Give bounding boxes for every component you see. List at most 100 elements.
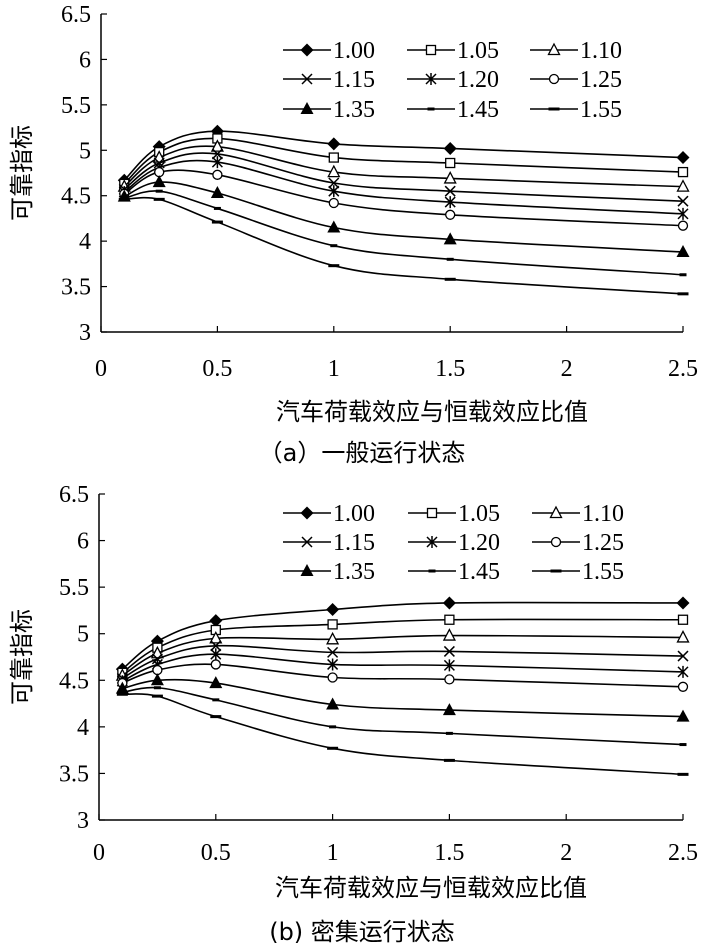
data-point-b-1.45: [445, 731, 453, 735]
data-point-b-1.00: [442, 596, 456, 610]
data-point-a-1.55: [118, 197, 130, 201]
data-point-a-1.35: [676, 245, 690, 258]
legend-label-a-1.05: 1.05: [457, 38, 499, 64]
data-point-b-1.15: [210, 640, 222, 652]
data-point-a-1.10: [210, 139, 224, 152]
data-point-a-1.05: [677, 166, 689, 178]
data-point-b-1.55: [210, 715, 222, 719]
legend-marker-a-1.15: [301, 73, 313, 85]
data-point-a-1.55: [444, 277, 456, 281]
legend-label-b-1.10: 1.10: [582, 501, 624, 527]
y-tick-label-a: 6: [79, 47, 91, 73]
data-point-b-1.25: [677, 681, 689, 692]
y-tick-label-a: 4.5: [61, 184, 91, 210]
legend-marker-a-1.00: [300, 43, 314, 57]
data-point-b-1.35: [209, 676, 223, 689]
x-axis-label-b: 汽车荷载效应与恒载效应比值: [275, 874, 587, 902]
data-point-a-1.55: [677, 292, 689, 296]
legend-label-b-1.20: 1.20: [458, 530, 500, 556]
data-point-b-1.45: [329, 725, 337, 729]
legend-marker-b-1.15: [301, 536, 313, 548]
series-line-a-1.35: [123, 181, 684, 253]
data-point-a-1.35: [210, 185, 224, 198]
legend-label-a-1.25: 1.25: [580, 67, 622, 93]
data-point-a-1.45: [446, 257, 454, 261]
x-tick-label-a: 0: [95, 356, 107, 382]
data-point-b-1.10: [326, 631, 340, 645]
data-point-a-1.00: [327, 137, 341, 151]
data-point-a-1.15: [444, 185, 456, 197]
data-point-b-1.15: [443, 645, 455, 657]
y-tick-label-b: 6.5: [59, 482, 89, 508]
legend-marker-b-1.20: [426, 536, 438, 548]
data-point-b-1.15: [677, 650, 689, 662]
data-point-a-1.05: [445, 157, 456, 169]
legend-marker-b-1.35: [300, 564, 314, 576]
y-axis-label-b: 可靠指标: [8, 609, 36, 705]
data-point-b-1.20: [677, 665, 689, 678]
data-point-b-1.25: [210, 659, 221, 670]
data-point-b-1.25: [327, 672, 338, 683]
legend-marker-a-1.10: [547, 42, 561, 56]
data-point-a-1.35: [152, 175, 166, 188]
series-line-b-1.25: [122, 663, 684, 688]
series-line-b-1.20: [122, 653, 684, 682]
x-tick-label-a: 0.5: [202, 356, 232, 382]
legend-marker-b-1.05: [426, 507, 438, 519]
legend-marker-a-1.45: [427, 107, 435, 111]
data-point-b-1.25: [444, 674, 455, 685]
data-point-b-1.20: [210, 648, 222, 661]
data-point-b-1.20: [327, 658, 339, 671]
legend-marker-b-1.00: [300, 506, 314, 520]
series-line-b-1.15: [121, 644, 684, 680]
data-point-b-1.00: [209, 614, 223, 628]
y-tick-label-b: 5: [77, 622, 89, 648]
data-point-a-1.05: [328, 152, 339, 163]
data-point-b-1.35: [150, 673, 164, 686]
data-point-b-1.35: [326, 697, 340, 710]
x-tick-label-a: 1.5: [435, 356, 465, 382]
x-tick-label-a: 1: [328, 356, 340, 382]
legend-label-a-1.15: 1.15: [333, 67, 375, 93]
x-tick-label-b: 2.5: [668, 840, 698, 866]
y-tick-label-b: 4: [77, 715, 89, 741]
y-tick-label-a: 5: [79, 138, 91, 164]
series-line-a-1.45: [124, 190, 684, 276]
y-tick-label-a: 5.5: [61, 93, 91, 119]
legend-label-a-1.45: 1.45: [457, 97, 499, 123]
legend-marker-a-1.35: [300, 102, 314, 114]
data-point-a-1.15: [677, 195, 689, 207]
data-point-a-1.20: [677, 207, 689, 220]
legend-label-a-1.20: 1.20: [457, 67, 499, 93]
legend-label-a-1.00: 1.00: [333, 38, 375, 64]
data-point-a-1.20: [211, 156, 223, 169]
data-point-a-1.25: [328, 197, 339, 209]
legend-label-b-1.05: 1.05: [458, 501, 500, 527]
data-point-b-1.55: [677, 772, 689, 776]
x-tick-label-b: 1.5: [434, 840, 464, 866]
data-point-b-1.05: [677, 614, 689, 625]
data-point-a-1.00: [676, 151, 690, 165]
data-point-a-1.10: [676, 179, 690, 192]
data-point-b-1.00: [676, 596, 690, 610]
data-point-b-1.05: [444, 614, 455, 625]
legend-label-a-1.55: 1.55: [580, 97, 622, 123]
caption-b: (b) 密集运行状态: [269, 918, 455, 946]
data-point-a-1.20: [444, 196, 456, 209]
data-point-b-1.35: [676, 709, 690, 722]
data-point-b-1.55: [151, 694, 163, 698]
data-point-b-1.45: [679, 743, 687, 747]
data-point-b-1.35: [115, 681, 129, 694]
data-point-b-1.45: [153, 686, 161, 690]
data-point-a-1.25: [212, 169, 223, 180]
y-tick-label-a: 4: [79, 229, 91, 255]
legend-marker-b-1.25: [550, 536, 562, 548]
data-point-b-1.55: [116, 692, 128, 696]
data-point-b-1.20: [443, 659, 455, 672]
y-tick-label-a: 3: [79, 320, 91, 346]
legend-label-a-1.10: 1.10: [580, 38, 622, 64]
data-point-b-1.45: [118, 690, 126, 694]
data-point-b-1.25: [152, 664, 163, 676]
legend-label-b-1.00: 1.00: [333, 501, 375, 527]
x-tick-label-b: 0.5: [201, 840, 231, 866]
